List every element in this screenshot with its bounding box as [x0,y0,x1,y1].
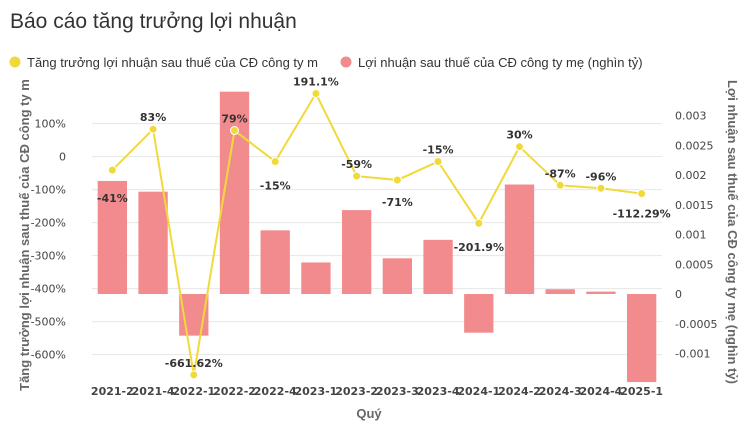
left-tick-label: -200% [31,217,66,230]
x-tick-label: 2024-4 [580,385,623,398]
growth-data-label: -201.9% [454,241,504,254]
right-tick-label: 0 [675,288,682,301]
left-tick-label: 100% [35,118,66,131]
x-tick-label: 2022-1 [172,385,215,398]
profit-bar[interactable] [586,291,616,294]
growth-data-label: 30% [506,129,532,142]
legend-item-profit[interactable]: Lợi nhuận sau thuế của CĐ công ty mẹ (ng… [340,55,643,70]
right-tick-label: 0.002 [675,169,707,182]
x-tick-label: 2022-4 [254,385,297,398]
growth-point[interactable] [433,157,443,167]
growth-point[interactable] [107,165,117,175]
left-tick-label: -400% [31,283,66,296]
profit-bar[interactable] [545,289,575,294]
growth-data-label: -96% [585,170,616,183]
legend-swatch-profit [340,56,352,68]
growth-point[interactable] [596,183,606,193]
profit-bar[interactable] [464,294,494,333]
right-tick-label: -0.001 [675,348,710,361]
x-tick-label: 2024-3 [539,385,582,398]
growth-point[interactable] [352,171,362,181]
growth-point[interactable] [189,370,199,380]
grid-lines [92,123,662,356]
right-tick-label: 0.0005 [675,258,714,271]
profit-bar[interactable] [341,210,372,294]
x-tick-label: 2022-2 [213,385,256,398]
growth-data-label: -71% [382,196,413,209]
x-tick-label: 2023-4 [417,385,460,398]
right-axis-ticks: 0.003 0.0025 0.002 0.0015 0.001 0.0005 0 -0.000… [675,110,717,361]
growth-data-label: -59% [341,158,372,171]
chart-title: Báo cáo tăng trưởng lợi nhuận [10,10,297,33]
right-tick-label: 0.001 [675,229,707,242]
left-tick-label: -500% [31,316,66,329]
profit-bar[interactable] [504,184,535,294]
profit-bar[interactable] [626,294,657,383]
x-tick-label: 2024-1 [457,385,500,398]
left-tick-label: 0 [59,151,66,164]
x-tick-label: 2023-1 [295,385,338,398]
legend-item-growth[interactable]: Tăng trưởng lợi nhuận sau thuế của CĐ cô… [9,55,318,70]
x-tick-label: 2025-1 [620,385,663,398]
growth-data-label: -15% [260,180,291,193]
growth-line [111,92,642,376]
right-tick-label: -0.0005 [675,318,717,331]
profit-bar[interactable] [260,230,290,294]
growth-point[interactable] [474,218,484,228]
left-axis-ticks: 100% 0 -100% -200% -300% -400% -500% -600% [31,118,66,362]
growth-data-label: 83% [140,111,166,124]
growth-point[interactable] [555,180,565,190]
legend-swatch-growth [9,56,21,68]
growth-point[interactable] [515,142,524,152]
x-tick-label: 2024-2 [498,385,541,398]
growth-point[interactable] [311,89,321,99]
legend-label-profit: Lợi nhuận sau thuế của CĐ công ty mẹ (ng… [358,55,643,70]
x-tick-label: 2021-2 [91,385,134,398]
profit-bar[interactable] [138,191,168,294]
x-tick-label: 2021-4 [132,385,175,398]
x-tick-label: 2023-3 [376,385,419,398]
left-axis-label: Tăng trưởng lợi nhuận sau thuế của CĐ cô… [17,79,32,391]
growth-data-label: -41% [97,192,128,205]
growth-point[interactable] [148,124,158,134]
growth-point[interactable] [270,157,280,167]
left-tick-label: -600% [31,349,66,362]
growth-point[interactable] [392,175,402,185]
profit-bars [97,91,657,383]
growth-data-label: -87% [545,167,576,180]
growth-data-label: 79% [221,113,247,126]
left-tick-label: -300% [31,250,66,263]
growth-data-label: 191.1% [293,76,339,89]
right-tick-label: 0.003 [675,110,707,123]
growth-data-label: -112.29% [613,208,671,221]
x-axis-label: Quý [356,406,382,421]
growth-line-layer: -41% 83% -661.62% 79% -15% 191.1% -59% -71% -15%… [97,76,671,380]
profit-bar[interactable] [423,239,453,294]
growth-point[interactable] [230,126,239,136]
profit-bar[interactable] [97,180,128,294]
legend: Tăng trưởng lợi nhuận sau thuế của CĐ cô… [9,55,643,70]
left-tick-label: -100% [31,184,66,197]
profit-bar[interactable] [301,262,331,294]
growth-data-label: -661.62% [165,357,223,370]
x-axis-ticks: 2021-22021-42022-12022-22022-42023-12023… [91,385,663,398]
right-axis-label: Lợi nhuận sau thuế của CĐ công ty mẹ (ng… [725,80,740,384]
right-tick-label: 0.0025 [675,139,714,152]
legend-label-growth: Tăng trưởng lợi nhuận sau thuế của CĐ cô… [27,55,318,70]
x-tick-label: 2023-2 [335,385,378,398]
growth-data-label: -15% [423,144,454,157]
growth-point[interactable] [637,189,647,199]
right-tick-label: 0.0015 [675,199,714,212]
profit-bar[interactable] [382,258,413,294]
